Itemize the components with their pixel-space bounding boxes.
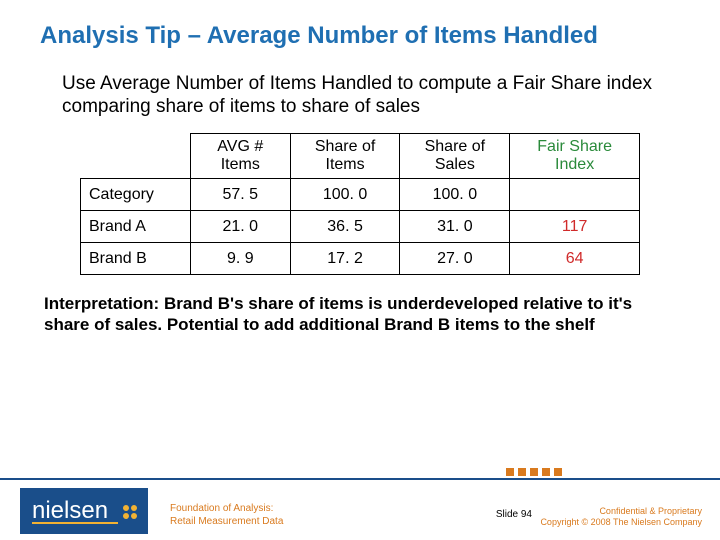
footer-copyright: Confidential & Proprietary Copyright © 2… [540, 506, 702, 529]
row-label: Category [81, 179, 191, 211]
col-header-share-items: Share of Items [290, 134, 400, 179]
slide-title: Analysis Tip – Average Number of Items H… [40, 22, 680, 50]
cell: 57. 5 [190, 179, 290, 211]
nielsen-logo: nielsen [20, 488, 148, 534]
cell: 21. 0 [190, 211, 290, 243]
cell: 100. 0 [290, 179, 400, 211]
col-header-share-sales: Share of Sales [400, 134, 510, 179]
slide-root: Analysis Tip – Average Number of Items H… [0, 0, 720, 540]
table-row: Category 57. 5 100. 0 100. 0 [81, 179, 640, 211]
cell: 31. 0 [400, 211, 510, 243]
footer: nielsen Foundation of Analysis: Retail M… [0, 478, 720, 540]
footer-conf-line1: Confidential & Proprietary [540, 506, 702, 517]
footer-source-line2: Retail Measurement Data [170, 516, 283, 529]
footer-rule [0, 478, 720, 480]
footer-source-line1: Foundation of Analysis: [170, 503, 283, 516]
table-header-row: AVG # Items Share of Items Share of Sale… [81, 134, 640, 179]
row-label: Brand B [81, 243, 191, 275]
table-row: Brand A 21. 0 36. 5 31. 0 117 [81, 211, 640, 243]
footer-slide-number: Slide 94 [496, 509, 532, 520]
cell: 27. 0 [400, 243, 510, 275]
cell-fair-share: 117 [510, 211, 640, 243]
logo-text: nielsen [32, 497, 108, 524]
cell: 100. 0 [400, 179, 510, 211]
cell: 9. 9 [190, 243, 290, 275]
table-row: Brand B 9. 9 17. 2 27. 0 64 [81, 243, 640, 275]
cell-fair-share [510, 179, 640, 211]
cell: 36. 5 [290, 211, 400, 243]
col-header-blank [81, 134, 191, 179]
footer-dots [506, 468, 562, 476]
col-header-avg-items: AVG # Items [190, 134, 290, 179]
intro-text: Use Average Number of Items Handled to c… [44, 72, 680, 120]
row-label: Brand A [81, 211, 191, 243]
footer-source: Foundation of Analysis: Retail Measureme… [170, 503, 283, 528]
fair-share-table: AVG # Items Share of Items Share of Sale… [80, 133, 640, 275]
cell-fair-share: 64 [510, 243, 640, 275]
cell: 17. 2 [290, 243, 400, 275]
interpretation-text: Interpretation: Brand B's share of items… [44, 293, 676, 336]
col-header-fair-share: Fair Share Index [510, 134, 640, 179]
footer-conf-line2: Copyright © 2008 The Nielsen Company [540, 517, 702, 528]
